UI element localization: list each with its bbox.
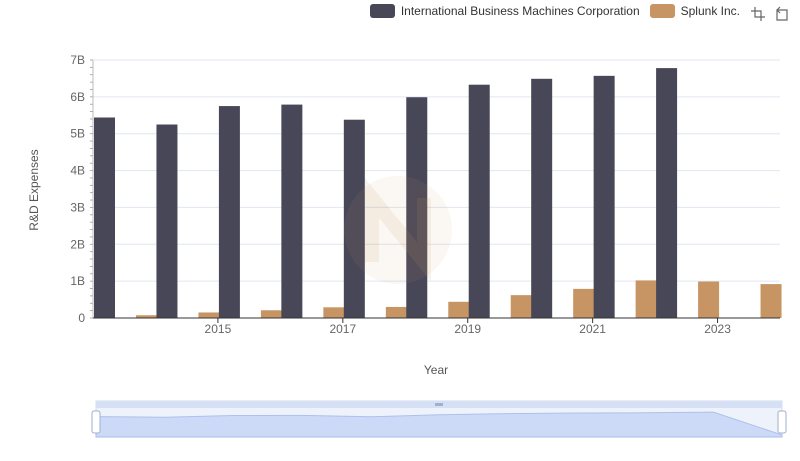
bar-ibm-2021[interactable]	[531, 78, 553, 318]
data-zoom-grip[interactable]	[435, 403, 443, 406]
x-axis-label: Year	[423, 363, 449, 377]
y-tick-label: 7B	[70, 53, 85, 67]
legend-swatch-ibm	[369, 4, 395, 18]
bar-ibm-2020[interactable]	[468, 84, 490, 319]
bar-ibm-2014[interactable]	[94, 117, 115, 318]
bar-splunk-2016[interactable]	[260, 310, 282, 318]
zoom-icon[interactable]	[750, 6, 766, 22]
bar-splunk-2024[interactable]	[760, 284, 782, 318]
bar-splunk-2018[interactable]	[385, 306, 407, 318]
y-tick-label: 1B	[70, 274, 85, 288]
bar-splunk-2021[interactable]	[573, 288, 595, 318]
y-axis-label: R&D Expenses	[27, 149, 41, 231]
watermark-logo-icon	[344, 176, 452, 284]
bar-ibm-2018[interactable]	[343, 119, 365, 318]
legend-item-splunk[interactable]: Splunk Inc.	[649, 4, 740, 18]
data-zoom-slider[interactable]	[91, 400, 787, 438]
bar-splunk-2022[interactable]	[635, 280, 657, 318]
legend-label-ibm: International Business Machines Corporat…	[400, 4, 640, 18]
y-tick-label: 5B	[70, 127, 85, 141]
bar-splunk-2017[interactable]	[323, 307, 345, 318]
bar-ibm-2023[interactable]	[656, 68, 678, 318]
grid-lines	[93, 59, 780, 282]
bar-splunk-2020[interactable]	[510, 295, 532, 318]
bar-ibm-2022[interactable]	[593, 75, 615, 318]
legend-swatch-splunk	[649, 4, 675, 18]
bar-ibm-2017[interactable]	[281, 104, 303, 319]
bar-ibm-2016[interactable]	[218, 106, 240, 318]
bar-splunk-2014[interactable]	[136, 315, 157, 318]
x-tick-label: 2021	[579, 322, 606, 336]
bar-ibm-2019[interactable]	[406, 97, 428, 319]
bars[interactable]	[94, 68, 782, 319]
legend: International Business Machines Corporat…	[369, 4, 740, 18]
bar-splunk-2019[interactable]	[448, 301, 470, 318]
x-tick-label: 2015	[205, 322, 232, 336]
y-tick-label: 2B	[70, 237, 85, 251]
y-tick-label: 6B	[70, 90, 85, 104]
legend-label-splunk: Splunk Inc.	[680, 4, 740, 18]
data-zoom-preview-area	[95, 411, 783, 438]
y-tick-label: 3B	[70, 200, 85, 214]
y-tick-label: 0	[78, 311, 85, 325]
bar-splunk-2015[interactable]	[198, 312, 220, 318]
data-zoom-right-handle[interactable]	[777, 410, 787, 434]
x-tick-label: 2023	[704, 322, 731, 336]
x-tick-label: 2019	[454, 322, 481, 336]
y-tick-label: 4B	[70, 164, 85, 178]
y-axis-ticks: 0 1B 2B 3B 4B 5B 6B 7B	[70, 53, 94, 325]
bar-splunk-2023[interactable]	[698, 281, 720, 318]
data-zoom-left-handle[interactable]	[91, 410, 101, 434]
restore-icon[interactable]	[774, 6, 790, 22]
bar-ibm-2015[interactable]	[156, 124, 178, 319]
x-tick-label: 2017	[329, 322, 356, 336]
toolbox	[750, 6, 790, 22]
legend-item-ibm[interactable]: International Business Machines Corporat…	[369, 4, 640, 18]
x-axis: 2015 2017 2019 2021 2023	[93, 317, 780, 336]
